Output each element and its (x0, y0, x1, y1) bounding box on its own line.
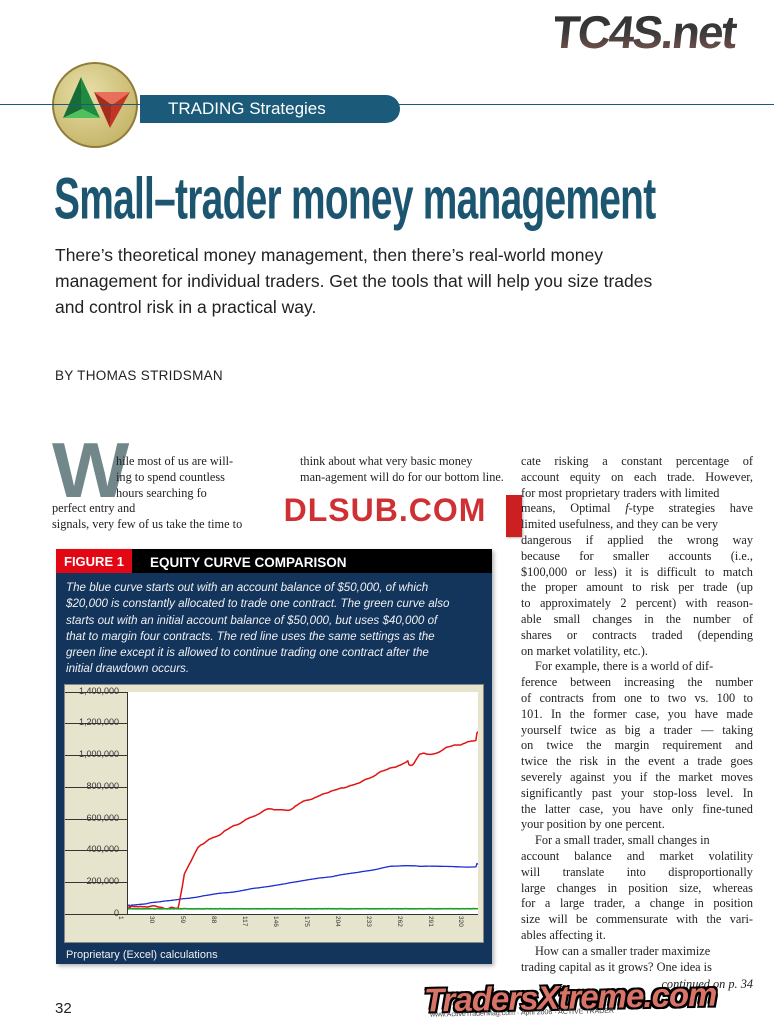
svg-text:TC4S.net: TC4S.net (555, 6, 740, 58)
